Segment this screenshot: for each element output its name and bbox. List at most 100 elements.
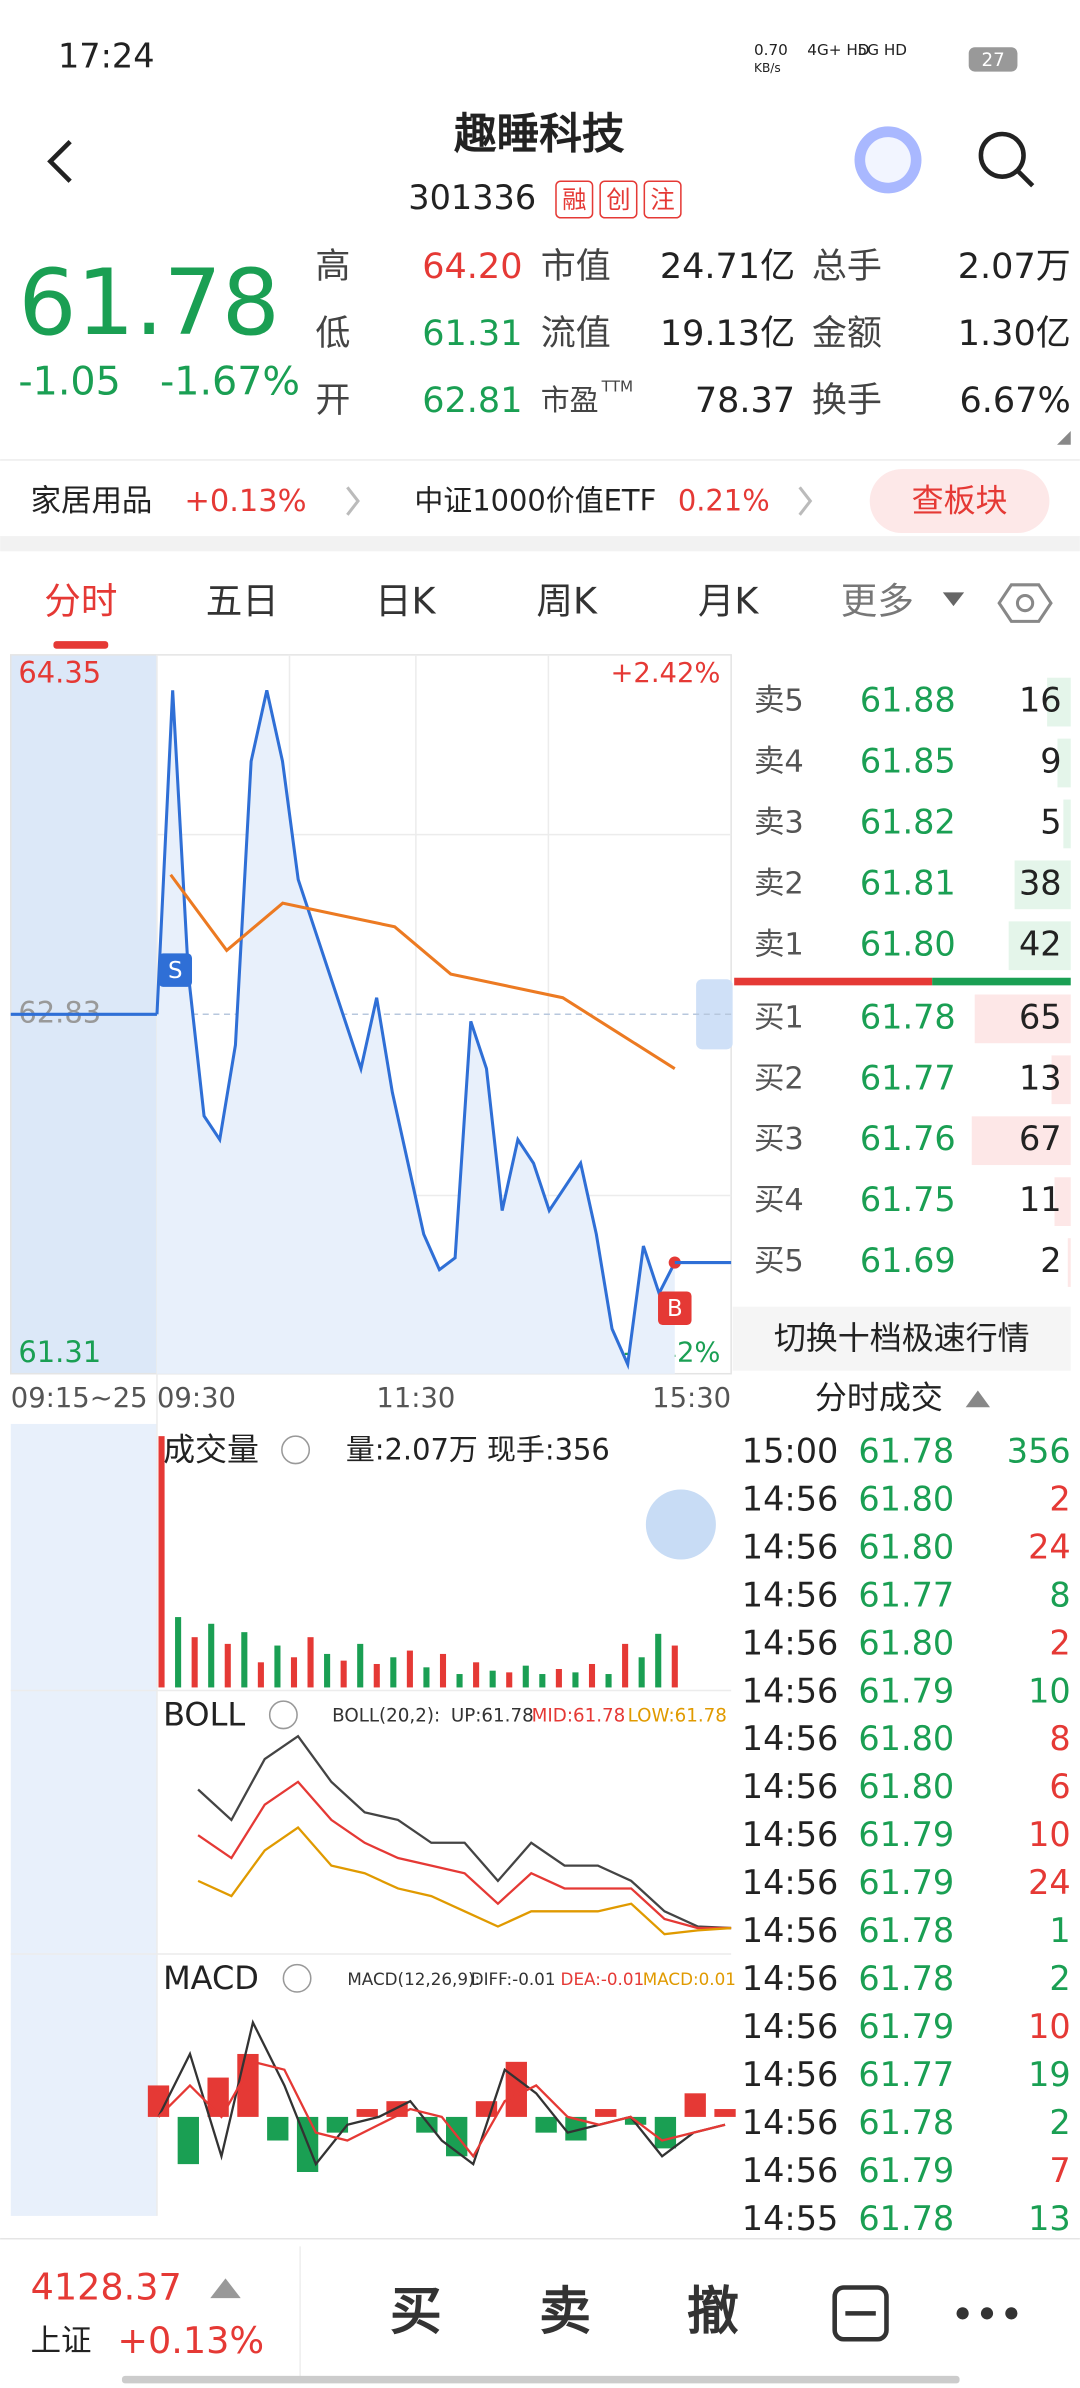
- tab[interactable]: 分时: [44, 580, 117, 623]
- separator: [0, 536, 1080, 552]
- book-price: 61.76: [860, 1119, 956, 1158]
- tab-underline: [53, 641, 109, 649]
- volume-bar: [622, 1643, 629, 1688]
- price-line: [155, 690, 677, 1370]
- book-label: 买5: [754, 1244, 804, 1279]
- sort-arrow: [965, 1390, 991, 1408]
- buy-marker: [658, 1291, 692, 1325]
- boll-mid: MID:61.78: [532, 1705, 626, 1726]
- macd-bar: [505, 2061, 527, 2117]
- book-qty: 9: [1040, 742, 1061, 781]
- trade-price: 61.78: [858, 1911, 954, 1950]
- dot: [980, 2307, 994, 2320]
- volume-bar: [456, 1674, 463, 1688]
- network: 5G HD: [858, 41, 907, 59]
- switch-label[interactable]: 切换十档极速行情: [774, 1319, 1030, 1357]
- stat-label: 总手: [812, 246, 882, 287]
- volume-bar: [655, 1633, 662, 1688]
- trade-price: 61.80: [858, 1719, 954, 1758]
- stat-value: 6.67%: [960, 380, 1071, 421]
- clock: 17:24: [58, 36, 155, 75]
- more-menu[interactable]: [956, 2307, 1018, 2320]
- trade-time: 14:55: [742, 2199, 839, 2238]
- tab[interactable]: 周K: [536, 580, 598, 623]
- sector-pct: +0.13%: [184, 484, 306, 519]
- trade-qty: 2: [1049, 1623, 1070, 1662]
- macd-dea: DEA:-0.01: [561, 1969, 645, 1989]
- trade-price: 61.78: [858, 2199, 954, 2238]
- trades-title[interactable]: 分时成交: [815, 1379, 943, 1417]
- macd-label: MACD: [163, 1959, 259, 1997]
- x-tick-label: 09:15~25: [11, 1383, 148, 1414]
- split-green: [932, 977, 1071, 986]
- book-price: 61.75: [860, 1180, 956, 1219]
- boll-params: BOLL(20,2):: [332, 1705, 440, 1726]
- volume-bar: [324, 1653, 331, 1688]
- last-dot: [668, 1256, 681, 1269]
- search-icon[interactable]: [978, 131, 1026, 179]
- depth-bar: [1063, 799, 1071, 849]
- trade-qty: 8: [1049, 1575, 1070, 1614]
- book-label: 卖4: [754, 745, 804, 780]
- tab[interactable]: 月K: [698, 580, 760, 623]
- sector-button-label[interactable]: 查板块: [912, 482, 1008, 520]
- macd-bar: [267, 2116, 289, 2141]
- volume-bar: [208, 1623, 215, 1688]
- index-value: 4128.37: [31, 2266, 182, 2309]
- dot: [1005, 2307, 1018, 2320]
- book-price: 61.81: [860, 863, 956, 902]
- expand-corner[interactable]: [1057, 430, 1071, 445]
- back-button[interactable]: [47, 140, 72, 183]
- switch-bg[interactable]: [732, 1306, 1071, 1371]
- volume-bar: [671, 1645, 678, 1688]
- volume-bar: [506, 1672, 513, 1688]
- help-icon[interactable]: [282, 1963, 312, 1993]
- trade-qty: 7: [1049, 2151, 1070, 2190]
- stat-value: 62.81: [422, 380, 522, 421]
- book-qty: 16: [1019, 681, 1062, 720]
- macd-bar: [565, 2116, 587, 2141]
- trade-button[interactable]: 撤: [687, 2282, 739, 2342]
- trade-qty: 24: [1028, 1863, 1071, 1902]
- cancel-order-icon[interactable]: [832, 2285, 889, 2342]
- avg-line: [169, 873, 676, 1070]
- sector-name[interactable]: 家居用品: [31, 484, 153, 519]
- macd-bar: [535, 2116, 557, 2133]
- trade-time: 14:56: [742, 2007, 839, 2046]
- trade-button[interactable]: 卖: [539, 2282, 591, 2342]
- help-icon[interactable]: [281, 1435, 311, 1465]
- tag: 注: [650, 185, 674, 214]
- macd-value: MACD:0.01: [643, 1969, 736, 1989]
- change: -1.05: [18, 358, 120, 404]
- tab[interactable]: 五日: [206, 580, 279, 623]
- y-tick-label: 61.31: [18, 1335, 101, 1369]
- trade-time: 14:56: [742, 1527, 839, 1566]
- help-icon[interactable]: [268, 1700, 298, 1730]
- stat-label: 高: [315, 246, 350, 287]
- trade-time: 14:56: [742, 1719, 839, 1758]
- macd-diff: DIFF:-0.01: [471, 1969, 556, 1989]
- pct-top: +2.42%: [610, 658, 720, 689]
- settings-icon[interactable]: [997, 583, 1053, 623]
- x-tick-label: 09:30: [157, 1383, 236, 1414]
- stat-label: 金额: [812, 313, 882, 354]
- book-qty: 13: [1019, 1058, 1062, 1097]
- depth-bar: [1014, 860, 1071, 910]
- volume-bar: [539, 1674, 546, 1688]
- volume-bar: [357, 1643, 364, 1688]
- volume-bar: [224, 1643, 231, 1688]
- trade-qty: 10: [1028, 2007, 1071, 2046]
- trade-button[interactable]: 买: [390, 2282, 442, 2342]
- tab[interactable]: 更多: [841, 580, 914, 623]
- sector-button[interactable]: [869, 469, 1050, 534]
- volume-bar: [638, 1657, 645, 1688]
- tab[interactable]: 日K: [375, 580, 437, 623]
- book-price: 61.69: [860, 1241, 956, 1280]
- x-tick-label: 11:30: [376, 1383, 455, 1414]
- etf-name[interactable]: 中证1000价值ETF: [414, 484, 656, 518]
- volume-label: 成交量: [163, 1430, 259, 1468]
- trade-time: 14:56: [742, 1815, 839, 1854]
- fullscreen-button[interactable]: [645, 1489, 716, 1560]
- volume-bar: [158, 1436, 165, 1688]
- volume-bar: [373, 1663, 380, 1688]
